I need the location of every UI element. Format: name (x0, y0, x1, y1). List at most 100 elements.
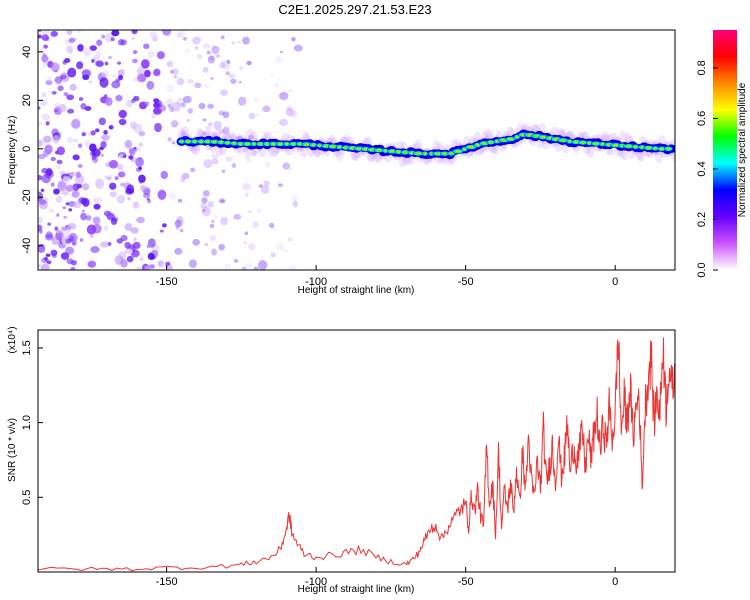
noise-speckle (65, 238, 72, 244)
noise-speckle (54, 108, 59, 113)
y-tick-label: 0 (21, 146, 33, 152)
noise-speckle (247, 243, 256, 251)
noise-speckle (262, 105, 271, 113)
noise-speckle (92, 155, 99, 164)
noise-speckle (124, 241, 131, 249)
noise-speckle (101, 134, 110, 141)
noise-speckle (126, 255, 134, 263)
noise-speckle (118, 109, 127, 119)
noise-speckle (100, 241, 109, 248)
noise-speckle (244, 231, 249, 236)
spectrogram-frame (37, 29, 676, 271)
noise-speckle (206, 50, 211, 55)
ridge-halo (227, 132, 236, 141)
noise-speckle (38, 200, 49, 210)
noise-speckle (85, 215, 92, 221)
noise-speckle (179, 229, 184, 233)
x-tick-label: -150 (156, 576, 178, 588)
noise-speckle (192, 36, 201, 45)
noise-speckle (211, 248, 218, 256)
noise-speckle (237, 96, 247, 106)
noise-speckle (253, 266, 259, 270)
noise-speckle (225, 156, 233, 162)
noise-speckle (171, 120, 179, 128)
noise-speckle (44, 233, 54, 241)
noise-speckle (201, 206, 211, 217)
noise-speckle (162, 223, 167, 228)
ridge-peak (591, 141, 602, 147)
noise-speckle (131, 98, 136, 104)
noise-speckle (54, 226, 59, 231)
noise-speckle (185, 48, 190, 53)
noise-speckle (224, 72, 230, 77)
ridge-peak (177, 139, 186, 144)
noise-speckle (69, 171, 76, 176)
noise-speckle (41, 174, 51, 184)
noise-speckle (45, 253, 51, 257)
snr-y-label: SNR (10 * v/v) (7, 418, 18, 482)
noise-speckle (103, 129, 108, 135)
noise-speckle (218, 53, 223, 58)
noise-speckle (171, 119, 178, 126)
noise-speckle (282, 162, 291, 170)
noise-speckle (177, 198, 183, 203)
noise-speckle (126, 184, 135, 194)
noise-speckle (77, 143, 83, 148)
noise-speckle (180, 102, 186, 108)
noise-speckle (48, 208, 55, 214)
ridge-peak (283, 141, 291, 147)
noise-speckle (111, 73, 117, 78)
noise-speckle (135, 266, 142, 270)
noise-speckle (222, 111, 230, 119)
noise-speckle (55, 164, 61, 170)
noise-speckle (198, 36, 204, 41)
ridge-peak (250, 141, 258, 147)
noise-speckle (187, 108, 193, 114)
colorbar-tick-label: 0.0 (696, 262, 708, 277)
noise-speckle (63, 92, 69, 97)
noise-speckle (91, 58, 95, 63)
noise-speckle (107, 241, 112, 247)
noise-speckle (47, 76, 52, 82)
noise-speckle (56, 159, 63, 165)
noise-speckle (107, 174, 112, 179)
ridge-peak (394, 149, 403, 155)
noise-speckle (232, 258, 238, 263)
noise-speckle (110, 37, 115, 42)
y-tick-label: 0.5 (21, 490, 33, 505)
noise-speckle (103, 225, 109, 232)
noise-speckle (252, 221, 259, 228)
noise-speckle (65, 45, 74, 53)
noise-speckle (133, 237, 137, 241)
noise-speckle (247, 210, 252, 214)
noise-speckle (50, 30, 59, 37)
ridge-peak (421, 151, 429, 157)
noise-speckle (247, 60, 252, 66)
noise-speckle (117, 171, 126, 178)
noise-speckle (81, 209, 85, 213)
noise-speckle (218, 198, 226, 204)
noise-speckle (52, 135, 61, 144)
noise-speckle (140, 184, 147, 192)
noise-speckle (66, 30, 73, 36)
noise-speckle (190, 167, 196, 173)
noise-speckle (131, 36, 136, 41)
noise-speckle (114, 176, 119, 181)
noise-speckle (107, 55, 113, 60)
noise-speckle (228, 73, 233, 78)
y-tick-label: 20 (21, 94, 33, 106)
noise-speckle (62, 206, 66, 210)
noise-speckle (93, 54, 101, 60)
noise-speckle (40, 99, 48, 107)
noise-speckle (106, 176, 112, 181)
noise-speckle (72, 183, 80, 191)
noise-speckle (89, 234, 95, 238)
noise-speckle (248, 135, 254, 140)
noise-speckle (69, 83, 77, 91)
noise-speckle (81, 69, 91, 78)
noise-speckle (242, 36, 250, 45)
ridge-peak (578, 140, 588, 145)
noise-speckle (279, 50, 283, 54)
noise-speckle (270, 73, 274, 77)
noise-speckle (291, 194, 299, 202)
